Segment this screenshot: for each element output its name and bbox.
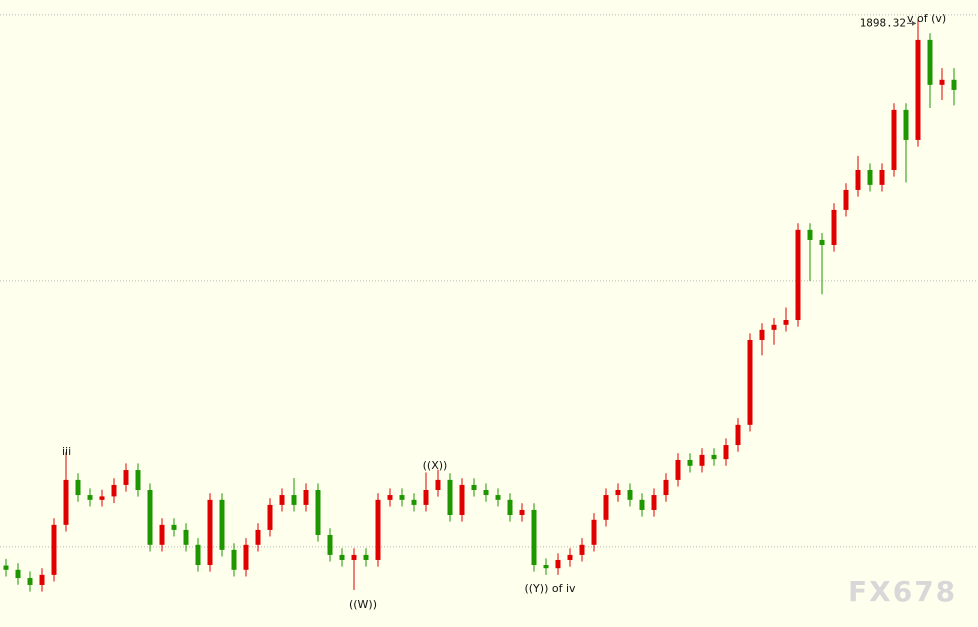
candle-body <box>711 454 717 460</box>
candle-body <box>267 504 273 530</box>
candle-body <box>507 499 513 516</box>
candle-body <box>51 524 57 575</box>
wave-label: iii <box>62 445 71 458</box>
candle-body <box>195 544 201 566</box>
candle-body <box>183 529 189 545</box>
candle-body <box>75 479 81 496</box>
candle-body <box>279 495 285 505</box>
candle-body <box>687 459 693 466</box>
candle-body <box>423 490 429 505</box>
candle-body <box>735 424 741 446</box>
candle-body <box>243 544 249 570</box>
price-arrow-head <box>912 20 916 26</box>
candle-body <box>231 549 237 570</box>
candle-body <box>855 169 861 190</box>
candle-body <box>387 495 393 500</box>
candle-body <box>303 490 309 505</box>
candle-body <box>63 479 69 525</box>
candle-body <box>171 524 177 530</box>
candle-body <box>543 565 549 569</box>
candle-body <box>771 324 777 330</box>
candle-body <box>675 459 681 480</box>
candle-body <box>531 509 537 566</box>
candle-body <box>159 524 165 545</box>
candle-body <box>759 329 765 340</box>
candle-body <box>363 554 369 560</box>
candle-body <box>723 445 729 460</box>
candle-body <box>639 499 645 510</box>
candle-body <box>207 499 213 566</box>
candle-body <box>87 495 93 500</box>
candle-body <box>903 109 909 140</box>
candle-body <box>339 554 345 560</box>
candle-body <box>99 496 105 500</box>
candle-body <box>111 484 117 497</box>
candle-body <box>939 79 945 85</box>
candle-body <box>843 189 849 210</box>
price-label: 1898.32 <box>860 16 906 29</box>
wave-label: v of (v) <box>907 12 946 25</box>
candle-body <box>135 470 141 491</box>
candle-body <box>27 578 33 585</box>
candle-body <box>123 470 129 485</box>
candle-body <box>891 109 897 170</box>
candle-body <box>15 569 21 579</box>
candle-body <box>951 79 957 90</box>
candle-body <box>591 519 597 545</box>
candle-body <box>255 529 261 545</box>
candle-body <box>315 490 321 535</box>
candle-body <box>351 554 357 560</box>
candle-body <box>459 484 465 516</box>
candle-body <box>783 320 789 325</box>
candle-body <box>447 479 453 516</box>
candle-body <box>399 495 405 500</box>
candle-body <box>519 509 525 516</box>
candle-body <box>615 490 621 496</box>
candle-body <box>831 209 837 246</box>
candle-body <box>627 490 633 500</box>
candle-body <box>471 484 477 491</box>
candle-body <box>327 534 333 555</box>
candle-body <box>699 454 705 466</box>
candle-body <box>495 495 501 500</box>
candle-body <box>147 490 153 545</box>
candle-body <box>291 495 297 505</box>
candle-body <box>435 479 441 491</box>
candle-body <box>807 229 813 240</box>
candle-body <box>651 495 657 510</box>
candle-body <box>927 39 933 85</box>
candle-body <box>603 495 609 520</box>
candle-body <box>375 499 381 560</box>
candle-body <box>867 169 873 185</box>
candle-body <box>483 490 489 496</box>
candle-body <box>219 499 225 550</box>
candle-body <box>747 339 753 425</box>
candle-body <box>663 479 669 496</box>
candle-body <box>879 169 885 185</box>
wave-label: ((Y)) of iv <box>524 582 576 595</box>
watermark: FX678 <box>848 575 957 608</box>
candle-body <box>39 574 45 585</box>
candle-body <box>567 554 573 560</box>
candle-body <box>555 559 561 569</box>
wave-label: ((W)) <box>349 598 377 611</box>
candle-body <box>915 39 921 140</box>
wave-label: ((X)) <box>423 459 448 472</box>
candle-body <box>3 565 9 570</box>
candle-body <box>795 229 801 321</box>
candle-body <box>411 499 417 505</box>
candle-body <box>579 544 585 555</box>
candle-body <box>819 239 825 246</box>
